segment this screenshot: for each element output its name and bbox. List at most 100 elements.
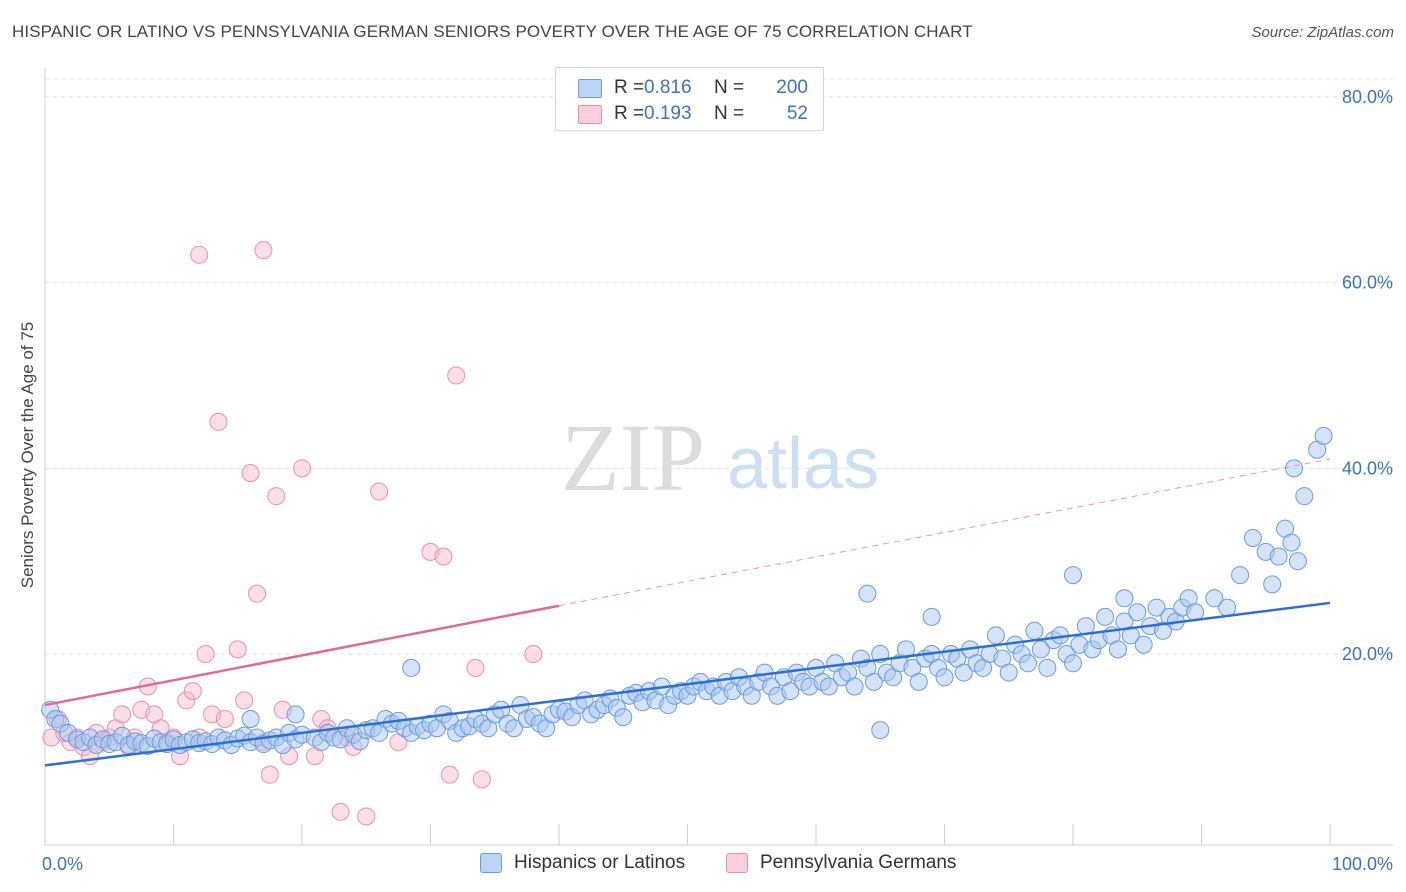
y-tick-label: 80.0% xyxy=(1342,87,1393,107)
data-point-hispanics xyxy=(1128,603,1147,622)
data-point-hispanics xyxy=(871,721,890,740)
data-point-hispanics xyxy=(954,663,973,682)
data-point-hispanics xyxy=(1295,487,1314,506)
data-point-pa-germans xyxy=(260,765,279,784)
grid-lines xyxy=(45,78,1393,655)
data-point-hispanics xyxy=(922,607,941,626)
watermark: ZIP atlas xyxy=(561,404,879,511)
y-tick-label: 40.0% xyxy=(1342,458,1393,478)
data-point-hispanics xyxy=(1314,426,1333,445)
data-point-pa-germans xyxy=(190,245,209,264)
legend-row-blue: R = 0.816 N = 200 xyxy=(578,76,808,100)
legend-n-label: N = xyxy=(714,103,745,124)
data-point-hispanics xyxy=(1134,635,1153,654)
data-point-hispanics xyxy=(1115,589,1134,608)
legend-label-pa-germans: Pennsylvania Germans xyxy=(760,852,957,873)
legend-n-value: 200 xyxy=(776,77,808,98)
data-point-hispanics xyxy=(1019,654,1038,673)
trend-line-hispanics xyxy=(44,601,1331,767)
data-point-hispanics xyxy=(505,719,524,738)
data-point-hispanics xyxy=(1269,547,1288,566)
data-point-hispanics xyxy=(896,640,915,659)
data-point-pa-germans xyxy=(472,770,491,789)
legend-item-hispanics: Hispanics or Latinos xyxy=(480,852,685,874)
data-point-hispanics xyxy=(1263,575,1282,594)
data-point-hispanics xyxy=(241,709,260,728)
legend-row-pink: R = 0.193 N = 52 xyxy=(578,102,808,126)
data-point-hispanics xyxy=(986,626,1005,645)
data-point-hispanics xyxy=(909,672,928,691)
data-point-hispanics xyxy=(864,672,883,691)
data-point-hispanics xyxy=(1038,658,1057,677)
data-point-hispanics xyxy=(1288,552,1307,571)
tick-labels: 20.0% 40.0% 60.0% 80.0% 0.0% 100.0% xyxy=(42,87,1393,874)
data-point-pa-germans xyxy=(440,765,459,784)
data-point-pa-germans xyxy=(183,682,202,701)
trend-lines xyxy=(44,458,1331,767)
legend-swatch-blue xyxy=(480,853,502,873)
data-point-hispanics xyxy=(614,708,633,727)
data-point-hispanics xyxy=(1096,607,1115,626)
data-point-hispanics xyxy=(781,682,800,701)
data-point-pa-germans xyxy=(447,366,466,385)
data-point-pa-germans xyxy=(215,709,234,728)
legend-r-label: R = xyxy=(614,103,645,124)
data-point-hispanics xyxy=(1108,640,1127,659)
x-tick-label: 0.0% xyxy=(42,854,83,874)
stats-legend: R = 0.816 N = 200 R = 0.193 N = 52 xyxy=(555,67,824,131)
data-point-pa-germans xyxy=(357,807,376,826)
y-tick-label: 20.0% xyxy=(1342,644,1393,664)
data-point-pa-germans xyxy=(293,459,311,478)
data-point-hispanics xyxy=(1064,654,1082,673)
legend-swatch-blue xyxy=(578,78,602,98)
legend-label-hispanics: Hispanics or Latinos xyxy=(514,852,686,873)
data-point-hispanics xyxy=(858,584,877,603)
data-point-hispanics xyxy=(1231,566,1250,585)
data-point-hispanics xyxy=(1064,566,1082,585)
series-legend: Hispanics or Latinos Pennsylvania German… xyxy=(0,852,1406,878)
legend-r-value: 0.816 xyxy=(644,77,692,98)
y-axis-label: Seniors Poverty Over the Age of 75 xyxy=(18,321,37,589)
data-point-pa-germans xyxy=(524,645,543,663)
legend-item-pa-germans: Pennsylvania Germans xyxy=(726,852,956,874)
data-point-hispanics xyxy=(819,677,838,696)
data-point-pa-germans xyxy=(196,645,215,663)
trend-line-pa-germans-extension xyxy=(558,458,1331,607)
data-point-pa-germans xyxy=(177,691,196,710)
legend-swatch-pink xyxy=(726,853,748,873)
data-point-hispanics xyxy=(1147,598,1166,617)
data-point-pa-germans xyxy=(466,658,485,677)
data-point-hispanics xyxy=(1205,589,1224,608)
data-point-pa-germans xyxy=(248,584,267,603)
data-point-hispanics xyxy=(845,677,864,696)
data-point-hispanics xyxy=(999,663,1018,682)
chart-title: HISPANIC OR LATINO VS PENNSYLVANIA GERMA… xyxy=(12,22,973,41)
data-point-hispanics xyxy=(1282,533,1301,552)
legend-r-value: 0.193 xyxy=(644,103,692,124)
data-point-pa-germans xyxy=(434,547,453,566)
data-point-pa-germans xyxy=(228,640,247,659)
data-point-pa-germans xyxy=(254,241,273,260)
data-point-pa-germans xyxy=(267,487,286,506)
data-point-pa-germans xyxy=(209,412,228,431)
data-point-pa-germans xyxy=(241,463,260,482)
data-point-pa-germans xyxy=(113,705,132,724)
data-point-hispanics xyxy=(1285,459,1304,478)
blue-series-points xyxy=(41,426,1333,755)
data-point-pa-germans xyxy=(331,802,350,821)
data-point-hispanics xyxy=(1031,640,1050,659)
data-point-hispanics xyxy=(935,668,954,687)
data-point-hispanics xyxy=(402,658,421,677)
legend-r-label: R = xyxy=(614,77,645,98)
legend-n-value: 52 xyxy=(786,103,808,124)
legend-swatch-pink xyxy=(578,104,602,124)
watermark-zip: ZIP xyxy=(561,404,705,511)
data-point-hispanics xyxy=(1243,528,1262,547)
data-point-pa-germans xyxy=(370,482,389,501)
legend-n-label: N = xyxy=(714,77,745,98)
data-point-hispanics xyxy=(286,705,305,724)
watermark-atlas: atlas xyxy=(727,424,879,504)
trend-line-pa-germans xyxy=(44,604,560,707)
source-label: Source: ZipAtlas.com xyxy=(1251,24,1394,41)
